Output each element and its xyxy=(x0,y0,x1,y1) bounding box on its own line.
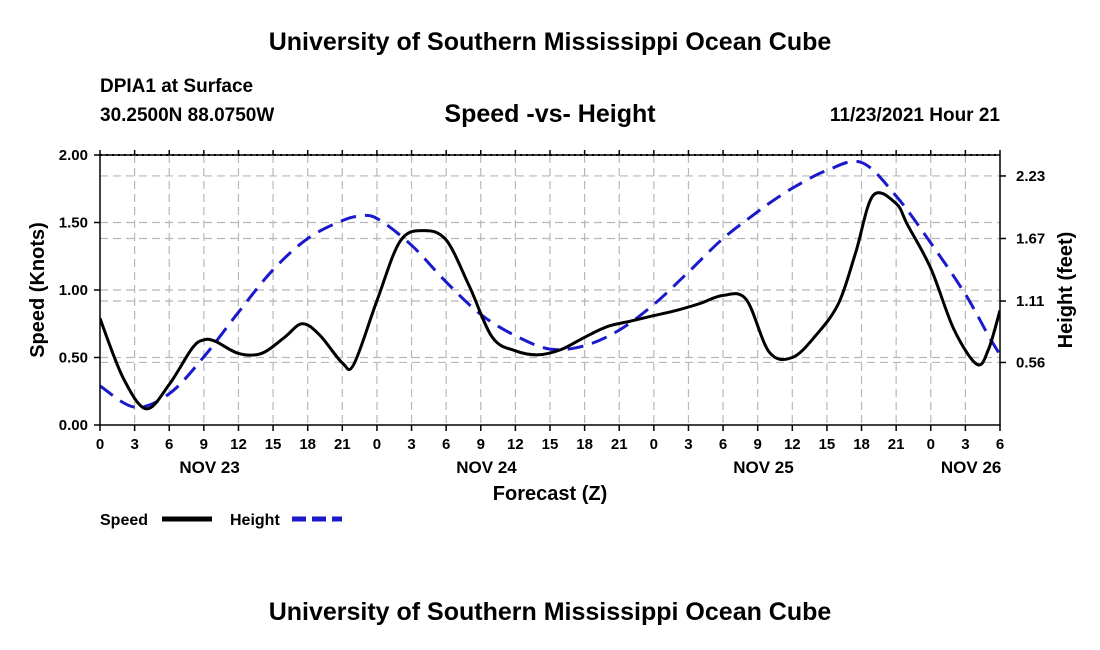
coordinates-label: 30.2500N 88.0750W xyxy=(100,105,275,126)
series-line-height xyxy=(100,159,1000,409)
x-tick-label: 18 xyxy=(576,436,593,453)
x-tick-label: 21 xyxy=(611,436,628,453)
x-tick-label: 3 xyxy=(961,436,969,453)
x-tick-label: 0 xyxy=(650,436,658,453)
x-tick-label: 15 xyxy=(542,436,559,453)
chart-series xyxy=(100,159,1000,411)
day-label: NOV 23 xyxy=(179,458,239,477)
y-axis-label: Speed (Knots) xyxy=(27,222,49,358)
series-line-speed xyxy=(100,191,1000,411)
y-tick-label: 1.50 xyxy=(59,215,88,232)
page-title: University of Southern Mississippi Ocean… xyxy=(268,28,832,56)
x-tick-label: 6 xyxy=(165,436,173,453)
x-tick-label: 21 xyxy=(888,436,905,453)
footer-title: University of Southern Mississippi Ocean… xyxy=(268,598,832,626)
x-tick-label: 3 xyxy=(407,436,415,453)
y2-tick-label: 0.56 xyxy=(1016,354,1045,371)
x-tick-label: 9 xyxy=(200,436,208,453)
x-tick-label: 6 xyxy=(996,436,1004,453)
day-label: NOV 24 xyxy=(456,458,517,477)
y-tick-label: 0.50 xyxy=(59,350,88,367)
chart-axes: 0 3 6 9 12 15 18 21 0 3 6 9 12 15 18 21 0 3 6 9 12 15 18 21 0 3 6N… xyxy=(59,147,1045,477)
y-tick-label: 1.00 xyxy=(59,282,88,299)
x-tick-label: 21 xyxy=(334,436,351,453)
x-tick-label: 18 xyxy=(853,436,870,453)
y2-axis-label: Height (feet) xyxy=(1055,232,1077,349)
x-tick-label: 15 xyxy=(265,436,282,453)
station-label: DPIA1 at Surface xyxy=(100,76,254,97)
x-tick-label: 12 xyxy=(507,436,524,453)
x-tick-label: 6 xyxy=(719,436,727,453)
legend-label-height: Height xyxy=(230,512,280,529)
y2-tick-label: 1.11 xyxy=(1016,293,1044,310)
day-label: NOV 25 xyxy=(733,458,793,477)
y2-tick-label: 2.23 xyxy=(1016,168,1045,185)
x-tick-label: 12 xyxy=(230,436,247,453)
x-tick-label: 0 xyxy=(373,436,381,453)
x-tick-label: 0 xyxy=(96,436,104,453)
x-tick-label: 3 xyxy=(130,436,138,453)
legend-label-speed: Speed xyxy=(100,512,148,529)
x-tick-label: 9 xyxy=(754,436,762,453)
x-tick-label: 6 xyxy=(442,436,450,453)
y-tick-label: 0.00 xyxy=(59,417,88,434)
y2-tick-label: 1.67 xyxy=(1016,230,1045,247)
chart-legend: Speed Height xyxy=(100,512,342,529)
day-label: NOV 26 xyxy=(941,458,1001,477)
x-tick-label: 12 xyxy=(784,436,801,453)
chart-title: Speed -vs- Height xyxy=(444,100,656,128)
chart-grid xyxy=(100,155,1000,425)
x-tick-label: 3 xyxy=(684,436,692,453)
x-tick-label: 18 xyxy=(299,436,316,453)
x-tick-label: 0 xyxy=(927,436,935,453)
x-axis-label: Forecast (Z) xyxy=(493,483,607,505)
y-tick-label: 2.00 xyxy=(59,147,88,164)
forecast-datetime: 11/23/2021 Hour 21 xyxy=(829,105,1000,126)
x-tick-label: 15 xyxy=(819,436,836,453)
x-tick-label: 9 xyxy=(477,436,485,453)
